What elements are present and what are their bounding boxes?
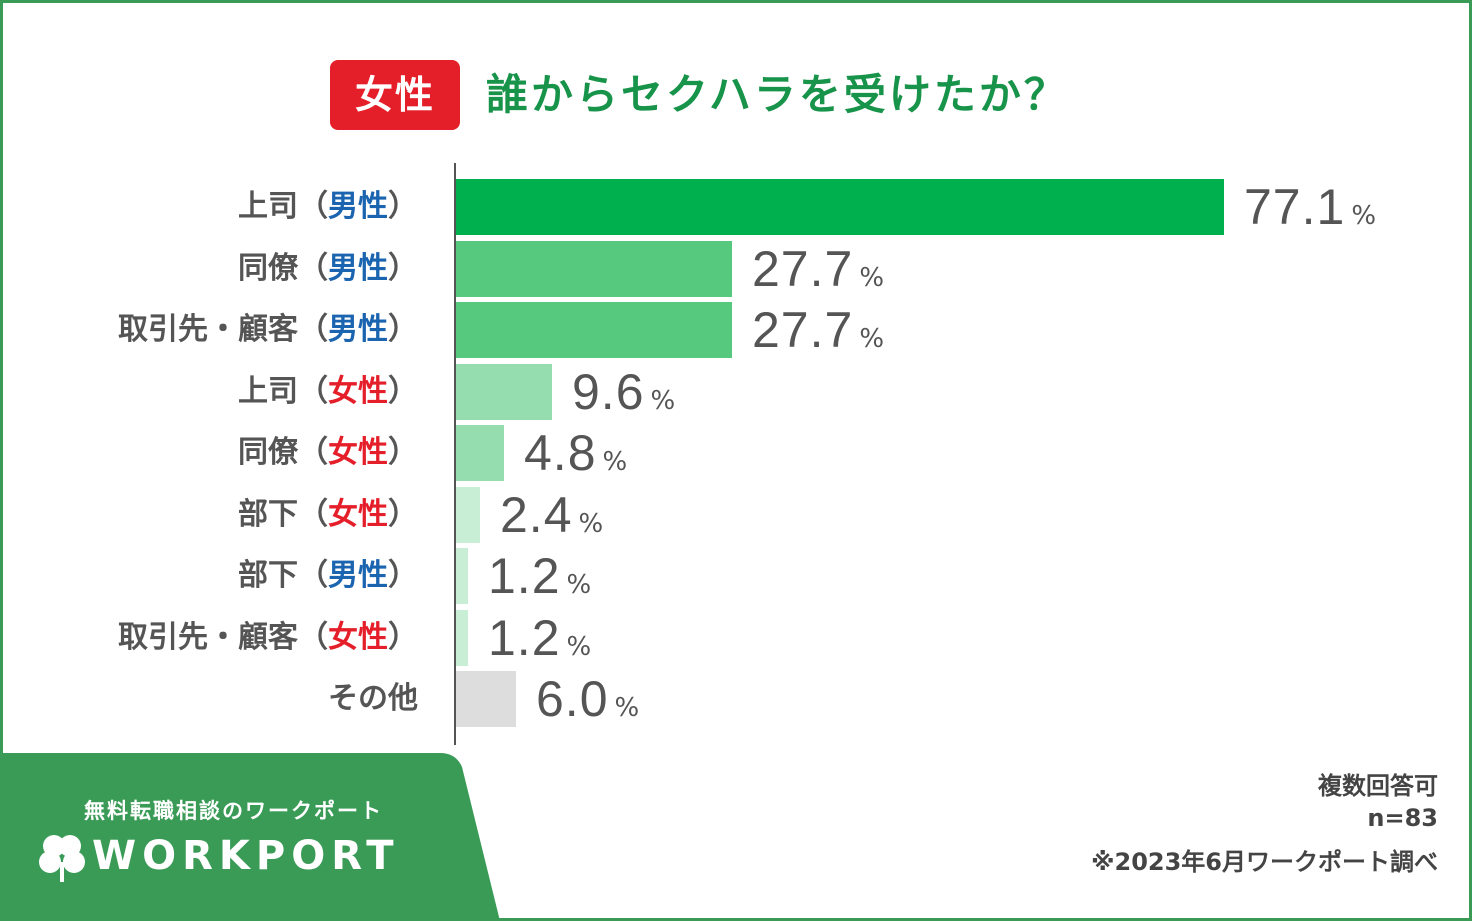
category-role: 上司 xyxy=(238,374,298,409)
workport-logo: WORKPORT xyxy=(92,833,400,879)
category-gender: 男性 xyxy=(328,189,388,224)
value-label: 9.6% xyxy=(572,362,675,422)
value-number: 27.7 xyxy=(752,302,854,358)
category-gender: 男性 xyxy=(328,558,388,593)
value-number: 1.2 xyxy=(488,548,561,604)
value-number: 2.4 xyxy=(500,487,573,543)
value-number: 9.6 xyxy=(572,364,645,420)
y-axis-line xyxy=(454,163,456,745)
label-close-paren: ） xyxy=(388,620,418,655)
category-role: 上司 xyxy=(238,189,298,224)
gender-badge: 女性 xyxy=(330,60,460,130)
category-gender: 男性 xyxy=(328,251,388,286)
footer-panel xyxy=(0,753,500,921)
category-label: 上司（男性） xyxy=(238,179,418,235)
chart-title: 誰からセクハラを受けたか？ xyxy=(486,70,1069,119)
value-number: 4.8 xyxy=(524,425,597,481)
label-open-paren: （ xyxy=(298,312,328,347)
label-open-paren: （ xyxy=(298,189,328,224)
percent-sign: % xyxy=(578,509,604,539)
value-number: 27.7 xyxy=(752,241,854,297)
label-open-paren: （ xyxy=(298,558,328,593)
label-open-paren: （ xyxy=(298,251,328,286)
value-number: 77.1 xyxy=(1244,179,1346,235)
bar xyxy=(456,487,480,543)
category-label: 同僚（女性） xyxy=(238,425,418,481)
label-close-paren: ） xyxy=(388,435,418,470)
category-role: 取引先・顧客 xyxy=(118,312,298,347)
percent-sign: % xyxy=(859,324,885,354)
percent-sign: % xyxy=(1351,201,1377,231)
label-close-paren: ） xyxy=(388,558,418,593)
value-number: 6.0 xyxy=(536,671,609,727)
percent-sign: % xyxy=(602,447,628,477)
percent-sign: % xyxy=(650,386,676,416)
label-open-paren: （ xyxy=(298,374,328,409)
sample-size-note: n=83 xyxy=(1367,804,1438,832)
category-label: 部下（男性） xyxy=(238,548,418,604)
bar xyxy=(456,364,552,420)
category-gender: 女性 xyxy=(328,497,388,532)
bar xyxy=(456,241,732,297)
label-close-paren: ） xyxy=(388,251,418,286)
category-role: 部下 xyxy=(238,558,298,593)
label-close-paren: ） xyxy=(388,312,418,347)
percent-sign: % xyxy=(614,693,640,723)
category-gender: 女性 xyxy=(328,374,388,409)
source-note: ※2023年6月ワークポート調べ xyxy=(1091,848,1438,876)
value-label: 4.8% xyxy=(524,423,627,483)
category-label: 部下（女性） xyxy=(238,487,418,543)
value-label: 77.1% xyxy=(1244,177,1376,237)
bar xyxy=(456,425,504,481)
category-role: 同僚 xyxy=(238,435,298,470)
bar xyxy=(456,179,1224,235)
category-label: 同僚（男性） xyxy=(238,241,418,297)
label-close-paren: ） xyxy=(388,189,418,224)
label-open-paren: （ xyxy=(298,620,328,655)
category-gender: 女性 xyxy=(328,435,388,470)
footer-tagline: 無料転職相談のワークポート xyxy=(84,799,383,823)
bar xyxy=(456,548,468,604)
category-role: 取引先・顧客 xyxy=(118,620,298,655)
value-number: 1.2 xyxy=(488,610,561,666)
category-role: 同僚 xyxy=(238,251,298,286)
label-open-paren: （ xyxy=(298,497,328,532)
category-role: その他 xyxy=(328,681,418,716)
value-label: 6.0% xyxy=(536,669,639,729)
category-label: 上司（女性） xyxy=(238,364,418,420)
bar xyxy=(456,671,516,727)
percent-sign: % xyxy=(566,570,592,600)
category-role: 部下 xyxy=(238,497,298,532)
category-label: その他 xyxy=(328,671,418,727)
bar xyxy=(456,610,468,666)
value-label: 27.7% xyxy=(752,239,884,299)
value-label: 1.2% xyxy=(488,546,591,606)
value-label: 1.2% xyxy=(488,608,591,668)
category-label: 取引先・顧客（男性） xyxy=(118,302,418,358)
bar xyxy=(456,302,732,358)
value-label: 27.7% xyxy=(752,300,884,360)
label-open-paren: （ xyxy=(298,435,328,470)
percent-sign: % xyxy=(566,632,592,662)
value-label: 2.4% xyxy=(500,485,603,545)
category-gender: 男性 xyxy=(328,312,388,347)
multiple-answers-note: 複数回答可 xyxy=(1318,772,1438,800)
category-gender: 女性 xyxy=(328,620,388,655)
clover-icon xyxy=(39,835,85,882)
category-label: 取引先・顧客（女性） xyxy=(118,610,418,666)
label-close-paren: ） xyxy=(388,374,418,409)
label-close-paren: ） xyxy=(388,497,418,532)
percent-sign: % xyxy=(859,263,885,293)
